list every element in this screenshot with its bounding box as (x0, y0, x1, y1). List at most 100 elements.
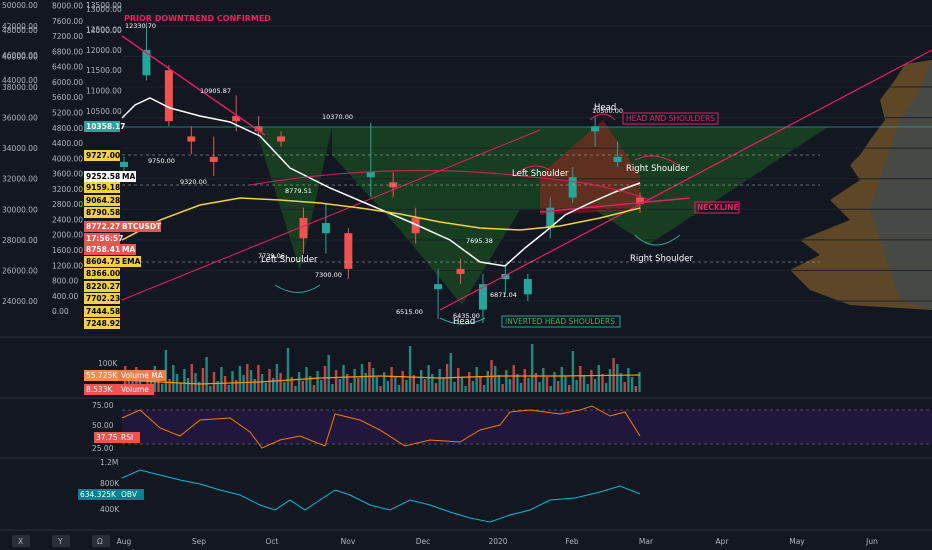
candle-body (613, 156, 622, 162)
volume-bar (249, 370, 253, 392)
left-axis-tick: 34000.00 (2, 144, 38, 153)
indicator-tag-bg (120, 256, 141, 267)
volume-bar (460, 377, 464, 392)
volume-bar (223, 376, 227, 392)
edge-axis-tick: 13000.00 (86, 5, 122, 14)
candle-body (523, 279, 532, 295)
hs-label-box (622, 112, 719, 125)
volume-bar (320, 380, 323, 392)
left-shoulder-label: Left Shoulder (261, 255, 318, 265)
rsi-tag-bg (118, 432, 140, 443)
footer-button-y[interactable]: Y (57, 537, 63, 546)
top-axis-tick: 13500.00 (86, 1, 122, 10)
volume-bar (568, 385, 571, 392)
volume-bar (531, 344, 534, 392)
candle-body (209, 156, 218, 162)
volume-bar (527, 378, 530, 392)
volume-bar (464, 386, 467, 392)
volume-bar (275, 364, 279, 392)
volume-bar (508, 379, 512, 392)
left-axis-tick: 42000.00 (2, 22, 38, 31)
footer-button-omega-bg[interactable] (92, 535, 110, 547)
volume-bar (338, 379, 341, 392)
price-tag: 9727.00 (86, 151, 120, 160)
left-axis-tick: 30000.00 (2, 205, 38, 214)
volume-bar (346, 374, 349, 392)
volume-bar (183, 369, 186, 392)
volume-bar (334, 370, 338, 392)
candle-body (321, 223, 330, 234)
price-tag: 9159.18 (86, 183, 120, 192)
volume-bar (538, 382, 541, 392)
volume-bar (627, 368, 630, 392)
volume-bar (220, 367, 223, 392)
volume-bar (260, 374, 264, 392)
secondary-axis-tick: 5200.00 (52, 108, 83, 117)
secondary-axis-tick: 6800.00 (52, 47, 83, 56)
secondary-axis-tick: 800.00 (52, 277, 78, 286)
indicator-tag-bg (120, 244, 136, 255)
volume-bar (394, 376, 397, 392)
volume-bar (264, 383, 267, 392)
candle-body (546, 207, 555, 229)
price-tag: 8366.00 (86, 269, 120, 278)
volume-bar (172, 365, 175, 392)
price-panel[interactable]: PRIOR DOWNTREND CONFIRMED HEAD AND SHOUL… (120, 0, 932, 328)
volume-bar (523, 369, 526, 392)
price-tag-bg (84, 256, 120, 267)
secondary-axis-tick: 4400.00 (52, 139, 83, 148)
volume-bar (597, 365, 600, 392)
volume-bar (327, 355, 330, 392)
secondary-axis-tick: 1600.00 (52, 246, 83, 255)
head-arc-top (589, 113, 616, 121)
indicator-tag: MA (122, 245, 135, 254)
volume-bar (564, 376, 567, 392)
secondary-axis-tick: 4800.00 (52, 124, 83, 133)
point-annotation: 6871.04 (490, 291, 517, 299)
head-shoulders-fill (255, 127, 828, 305)
volume-panel[interactable]: 100K 55.725K Volume MA 8.533K Volume (84, 344, 641, 395)
time-axis-label: Dec (416, 537, 431, 546)
volume-bar (545, 377, 549, 392)
time-axis-label: Sep (192, 537, 206, 546)
candle-body (232, 116, 241, 122)
rsi-tag-value-bg (94, 432, 118, 443)
rsi-band (122, 410, 932, 444)
footer-button-x[interactable]: X (18, 537, 23, 546)
right-shoulder-arc-top (634, 155, 679, 166)
point-annotation: 7695.38 (466, 237, 493, 245)
top-axis-tick: 44000.00 (2, 76, 38, 85)
volume-bar (560, 367, 563, 392)
footer-button-y-bg[interactable] (52, 535, 70, 547)
volume-bar (457, 368, 460, 392)
footer-button-x-bg[interactable] (12, 535, 30, 547)
footer-button-omega[interactable]: Ω (97, 537, 103, 546)
left-shoulder-label-top: Left Shoulder (512, 169, 569, 179)
price-tag: 7702.23 (86, 294, 120, 303)
volume-bar (442, 378, 445, 392)
secondary-axis-tick: 7200.00 (52, 32, 83, 41)
hs-label: HEAD AND SHOULDERS (626, 114, 715, 123)
indicator-tag: BTCUSDT (122, 222, 162, 231)
obv-panel[interactable]: 1.2M 800K 400K 634.325K OBV (78, 458, 641, 523)
volume-bar (238, 366, 242, 392)
rsi-panel[interactable]: 75.00 50.00 25.00 37.75 RSI (92, 401, 932, 453)
time-axis: Aug Sep Oct Nov Dec 2020 Feb Mar Apr May Jun (117, 537, 878, 546)
volume-bar (283, 382, 286, 392)
ihs-label-box (501, 315, 621, 328)
rsi-tick-50: 50.00 (92, 421, 114, 430)
point-annotation: 6515.00 (396, 308, 423, 316)
volume-bar (512, 365, 515, 392)
top-axis-tick: 48000.00 (2, 26, 38, 35)
volume-bar (479, 376, 482, 392)
left-axis-tick: 28000.00 (2, 236, 38, 245)
price-tag-bg (84, 182, 120, 193)
obv-tick-400k: 400K (100, 505, 120, 514)
candle-body (254, 126, 263, 132)
left-axis-tick: 38000.00 (2, 83, 38, 92)
rsi-name: RSI (121, 433, 133, 442)
volume-bar (297, 372, 301, 392)
secondary-axis-tick: 1200.00 (52, 261, 83, 270)
right-shoulder-arc (634, 234, 681, 246)
